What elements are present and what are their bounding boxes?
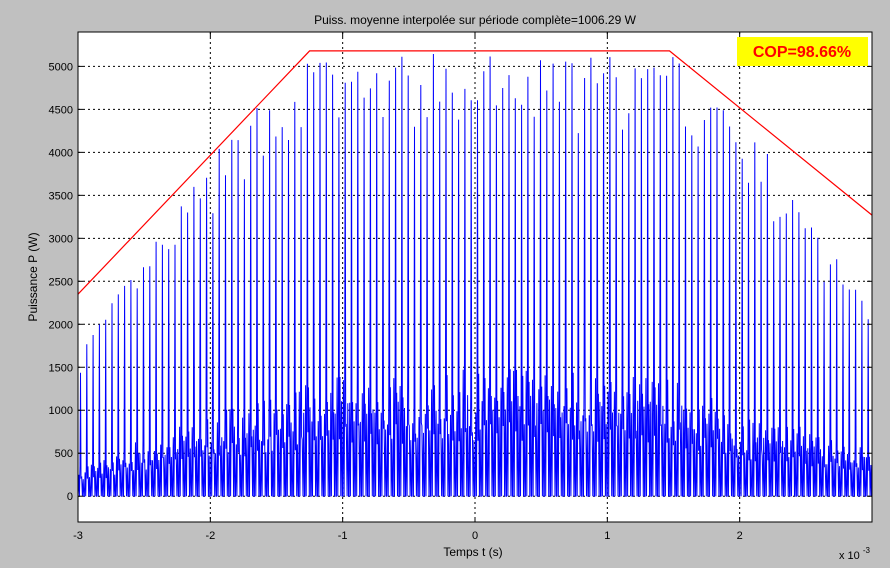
x-tick-label: -2 <box>205 530 215 542</box>
y-tick-label: 3500 <box>49 190 73 202</box>
series-envelope-line <box>77 50 873 295</box>
x-tick-label: -1 <box>338 530 348 542</box>
cop-annotation: COP=98.66% <box>737 37 868 66</box>
y-ticks: 0 500 1000 1500 2000 2500 3000 3500 4000 4500 5000 <box>49 61 872 503</box>
cop-annotation-box <box>737 37 868 66</box>
y-tick-label: 3000 <box>49 233 73 245</box>
series-layer <box>77 50 873 497</box>
x-tick-label: 0 <box>472 530 478 542</box>
chart-title: Puiss. moyenne interpolée sur période co… <box>314 13 637 27</box>
x-tick-label: -3 <box>73 530 83 542</box>
y-tick-label: 4000 <box>49 147 73 159</box>
x-tick-label: 1 <box>604 530 610 542</box>
y-axis-label: Puissance P (W) <box>26 232 40 321</box>
series-power-line <box>77 53 872 497</box>
x-scale-factor: x 10 -3 <box>839 546 871 562</box>
cop-annotation-text: COP=98.66% <box>753 44 851 61</box>
y-tick-label: 2000 <box>49 319 73 331</box>
y-tick-label: 4500 <box>49 104 73 116</box>
y-tick-label: 0 <box>67 491 73 503</box>
grid <box>78 32 872 522</box>
x-axis-label: Temps t (s) <box>443 545 502 559</box>
y-tick-label: 5000 <box>49 61 73 73</box>
x-ticks: -3 -2 -1 0 1 2 <box>73 32 743 542</box>
y-tick-label: 1500 <box>49 362 73 374</box>
y-tick-label: 2500 <box>49 276 73 288</box>
y-tick-label: 500 <box>55 448 73 460</box>
x-scale-base: x 10 <box>839 550 860 562</box>
x-scale-exponent: -3 <box>863 546 871 555</box>
x-tick-label: 2 <box>737 530 743 542</box>
y-tick-label: 1000 <box>49 405 73 417</box>
